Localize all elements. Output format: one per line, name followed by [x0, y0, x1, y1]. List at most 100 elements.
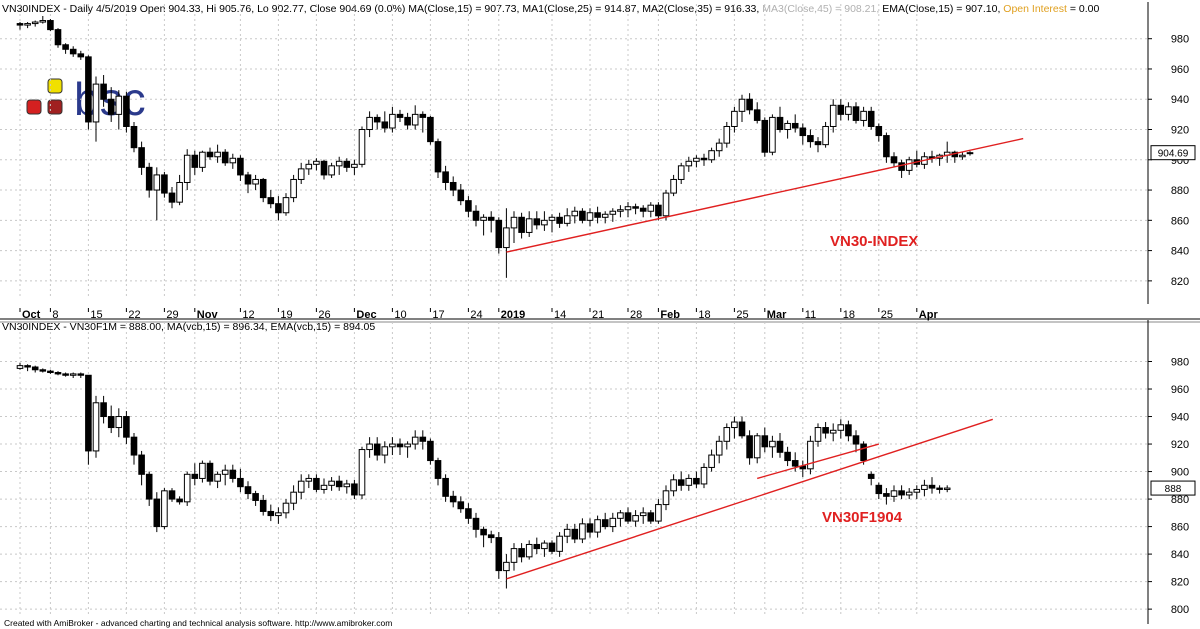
top-candle — [708, 147, 715, 163]
candle-body — [624, 512, 632, 522]
candle-body — [366, 443, 373, 451]
top-candle — [814, 137, 822, 153]
top-ytick-label: 940 — [1171, 94, 1189, 106]
candle-body — [472, 517, 480, 530]
bottom-candle — [275, 507, 282, 524]
top-candle — [191, 150, 199, 175]
bottom-candle — [161, 488, 168, 530]
candle-body — [69, 373, 77, 376]
top-candle — [373, 114, 381, 130]
top-candle — [434, 138, 442, 178]
bottom-candle — [404, 441, 411, 458]
top-last-price-label: 904.69 — [1158, 149, 1189, 160]
candle-body — [731, 110, 738, 127]
bottom-candle — [153, 492, 161, 533]
bottom-trendline — [506, 418, 994, 580]
bottom-candle — [814, 423, 822, 447]
candle-body — [738, 421, 746, 437]
bottom-candle — [16, 362, 24, 370]
candle-body — [434, 141, 442, 173]
bottom-candle — [731, 416, 738, 439]
candle-body — [890, 156, 898, 164]
candle-body — [905, 159, 913, 171]
candle-body — [548, 542, 556, 552]
top-candle — [898, 159, 905, 178]
bottom-candle — [320, 478, 328, 494]
top-candle — [168, 187, 176, 209]
candle-body — [465, 200, 472, 212]
xtick-label: 2019 — [501, 309, 525, 321]
top-candle — [259, 177, 267, 203]
candle-body — [153, 174, 161, 191]
bottom-candle — [358, 446, 366, 500]
x-axis: Oct 8 15 22 29 Nov 12 19 26 Dec 10 17 24 2019 14 21 28 Fe… — [19, 308, 938, 321]
candle-body — [214, 151, 221, 158]
top-candle — [883, 132, 890, 163]
bottom-ytick-label: 900 — [1171, 467, 1189, 479]
candle-body — [77, 53, 85, 58]
top-panel-header: VN30INDEX - Daily 4/5/2019 Open 904.33, … — [2, 3, 1099, 15]
bottom-candle — [328, 477, 335, 491]
top-candle — [449, 176, 457, 197]
bottom-candle — [290, 485, 297, 511]
candle-body — [47, 20, 54, 31]
bottom-candle — [928, 477, 936, 494]
top-candle — [328, 162, 335, 178]
bottom-candle — [723, 423, 731, 450]
candle-body — [837, 424, 845, 431]
top-candle — [343, 158, 351, 172]
bottom-candle — [396, 438, 404, 456]
candle-body — [229, 469, 237, 479]
candle-body — [244, 174, 252, 185]
bottom-candle — [617, 510, 624, 527]
bottom-candle — [47, 369, 54, 374]
candle-body — [867, 473, 875, 479]
candle-body — [373, 116, 381, 123]
bottom-candle — [465, 503, 472, 524]
candle-body — [77, 373, 85, 376]
bottom-candle — [867, 471, 875, 486]
bottom-candle — [670, 474, 677, 497]
candle-body — [16, 23, 24, 26]
bottom-candle — [586, 518, 594, 538]
candle-body — [214, 473, 221, 482]
top-candle — [905, 156, 913, 175]
top-candle — [495, 217, 503, 254]
bottom-candle — [883, 488, 890, 505]
bottom-last-price-box — [1150, 480, 1196, 496]
candle-body — [959, 154, 966, 158]
xtick-label: Oct — [22, 309, 41, 321]
candle-body — [199, 151, 206, 168]
candle-body — [396, 113, 404, 118]
candle-body — [115, 416, 123, 429]
candle-body — [183, 473, 191, 503]
top-trendline — [506, 137, 1024, 253]
candle-body — [776, 440, 784, 453]
candle-body — [199, 462, 206, 479]
candle-body — [814, 141, 822, 146]
bottom-panel-header: VN30INDEX - VN30F1M = 888.00, MA(vcb,15)… — [2, 321, 375, 333]
top-candle — [47, 19, 54, 32]
bottom-candle — [351, 479, 358, 500]
top-candle — [237, 155, 244, 181]
top-candle — [913, 150, 921, 168]
candle-body — [860, 110, 867, 121]
top-candle — [799, 123, 807, 145]
bottom-candle — [799, 460, 807, 478]
bottom-candle — [784, 446, 791, 467]
candle-body — [715, 142, 723, 152]
candle-body — [829, 104, 837, 127]
candle-body — [252, 493, 259, 501]
xtick-label: 10 — [394, 309, 406, 321]
top-candle — [107, 87, 115, 122]
bottom-candle — [715, 435, 723, 464]
candle-body — [586, 523, 594, 533]
candle-body — [533, 543, 541, 550]
candle-body — [571, 210, 579, 217]
top-candle — [411, 105, 419, 130]
top-candle — [442, 165, 449, 191]
top-candle — [335, 156, 343, 175]
bottom-candle — [107, 405, 115, 434]
candle-body — [670, 178, 677, 194]
